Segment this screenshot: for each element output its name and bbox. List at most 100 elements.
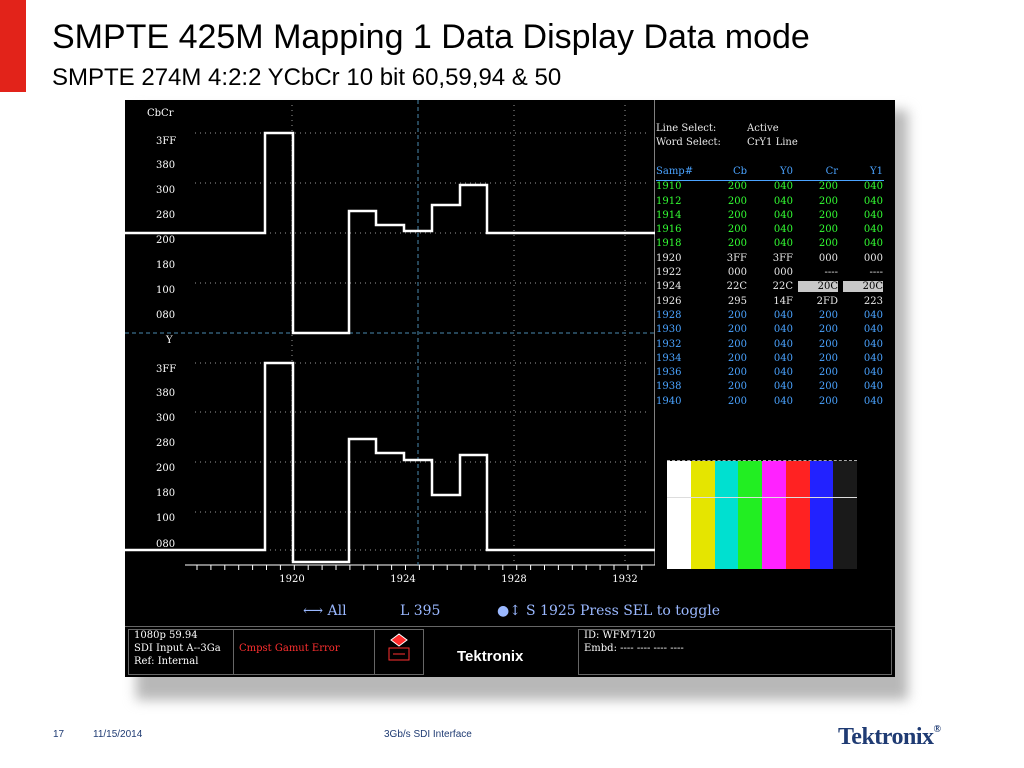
table-row: 1914 200 040 200 040: [656, 210, 884, 224]
table-cell-cb: 200: [727, 238, 747, 250]
table-cell-y0: 040: [773, 181, 793, 193]
table-header: Samp# Cb Y0 Cr Y1: [656, 166, 884, 182]
table-row: 1918 200 040 200 040: [656, 238, 884, 252]
sample-table: Samp# Cb Y0 Cr Y1 1910 200 040 200 040 1912 20…: [656, 166, 884, 410]
knob-icon[interactable]: ●↕: [497, 603, 521, 619]
table-cell-cb: 200: [727, 395, 747, 407]
table-cell-samp: 1926: [656, 295, 682, 307]
table-cell-y0: 040: [773, 209, 793, 221]
table-cell-cr: 200: [818, 338, 838, 350]
instrument-id: ID: WFM7120: [584, 630, 656, 641]
table-cell-y1: 040: [863, 352, 883, 364]
cbcr-trace: [125, 131, 655, 335]
table-row: 1930 200 040 200 040: [656, 324, 884, 338]
sample-number: S 1925: [526, 603, 576, 619]
table-row: 1940 200 040 200 040: [656, 396, 884, 410]
table-row: 1922 000 000 ---- ----: [656, 267, 884, 281]
table-cell-cb: 200: [727, 338, 747, 350]
press-sel-hint: Press SEL to toggle: [580, 603, 721, 619]
table-cell-cr: ----: [824, 267, 838, 279]
instrument-brand: Tektronix: [457, 648, 524, 665]
table-cell-y0: 040: [773, 367, 793, 379]
table-row: 1924 22C 22C 20C 20C: [656, 281, 884, 295]
table-cell-y1: 040: [863, 367, 883, 379]
cbcr-tick: 080: [156, 310, 175, 321]
cbcr-tick: 280: [156, 210, 175, 221]
table-cell-samp: 1932: [656, 338, 682, 350]
table-cell-samp: 1930: [656, 324, 682, 336]
x-tick: 1928: [501, 574, 526, 585]
table-cell-cr: 200: [818, 195, 838, 207]
table-cell-samp: 1928: [656, 309, 682, 321]
table-cell-samp: 1934: [656, 352, 682, 364]
table-cell-cb: 200: [727, 352, 747, 364]
table-cell-y1: 040: [863, 324, 883, 336]
table-cell-y1: 20C: [843, 281, 883, 293]
table-cell-y1: 040: [863, 238, 883, 250]
table-cell-samp: 1938: [656, 381, 682, 393]
table-cell-cb: 295: [727, 295, 747, 307]
cbcr-tick: 380: [156, 160, 175, 171]
table-cell-cr: 200: [818, 381, 838, 393]
x-minor-ticks: [196, 565, 643, 570]
y-tick: 180: [156, 488, 175, 499]
table-row: 1936 200 040 200 040: [656, 367, 884, 381]
table-cell-samp: 1924: [656, 281, 682, 293]
signal-format-cell: 1080p 59.94 SDI Input A--3Ga Ref: Intern…: [128, 629, 234, 675]
all-indicator[interactable]: ⟷ All: [303, 603, 347, 619]
table-cell-y0: 040: [773, 338, 793, 350]
footer-title: 3Gb/s SDI Interface: [384, 729, 472, 740]
table-cell-y0: 3FF: [772, 252, 793, 264]
alarm-icon: [388, 633, 410, 661]
table-cell-cr: 200: [818, 181, 838, 193]
table-cell-samp: 1922: [656, 267, 682, 279]
table-row: 1938 200 040 200 040: [656, 381, 884, 395]
table-cell-samp: 1936: [656, 367, 682, 379]
table-cell-cb: 200: [727, 324, 747, 336]
line-number: L 395: [400, 603, 441, 619]
error-cell: Cmpst Gamut Error: [233, 629, 375, 675]
table-cell-cr: 2FD: [816, 295, 838, 307]
id-cell: ID: WFM7120 Embd: ---- ---- ---- ----: [578, 629, 892, 675]
logo-text: Tektronix: [838, 724, 934, 750]
table-cell-cr: 200: [818, 309, 838, 321]
table-cell-cb: 22C: [726, 281, 747, 293]
table-row: 1912 200 040 200 040: [656, 196, 884, 210]
table-cell-cb: 200: [727, 367, 747, 379]
table-row: 1926 295 14F 2FD 223: [656, 296, 884, 310]
y-axis-label: Y: [165, 335, 173, 346]
table-cell-cr: 200: [818, 395, 838, 407]
reference: Ref: Internal: [134, 656, 199, 667]
slide-accent-bar: [0, 0, 26, 92]
table-cell-cb: 200: [727, 224, 747, 236]
y-tick: 080: [156, 539, 175, 550]
line-select-value: Active: [747, 123, 779, 134]
table-cell-y1: 040: [863, 395, 883, 407]
table-cell-y0: 040: [773, 238, 793, 250]
cbcr-tick: 200: [156, 235, 175, 246]
col-cr: Cr: [825, 166, 838, 177]
color-bar: [809, 461, 834, 569]
table-row: 1920 3FF 3FF 000 000: [656, 253, 884, 267]
x-tick-labels: 1920 1924 1928 1932: [279, 574, 637, 585]
gamut-error: Cmpst Gamut Error: [239, 643, 340, 654]
alarm-cell: [374, 629, 424, 675]
color-bar: [762, 461, 786, 569]
y-tick: 3FF: [156, 364, 176, 375]
table-cell-cr: 200: [818, 352, 838, 364]
table-cell-samp: 1914: [656, 209, 682, 221]
y-tick: 280: [156, 438, 175, 449]
table-cell-samp: 1918: [656, 238, 682, 250]
table-cell-y0: 22C: [772, 281, 793, 293]
embedded-audio: Embd: ---- ---- ---- ----: [584, 643, 684, 654]
table-cell-cb: 200: [727, 195, 747, 207]
waveform-display: CbCr Y 3FF 380 300 280 200 180 100 080 3…: [125, 100, 655, 585]
all-label: All: [327, 603, 347, 619]
table-cell-y1: 040: [863, 224, 883, 236]
x-tick: 1924: [390, 574, 415, 585]
table-cell-y1: 040: [863, 338, 883, 350]
table-cell-y0: 040: [773, 224, 793, 236]
cbcr-axis-label: CbCr: [147, 108, 174, 119]
col-y1: Y1: [870, 166, 883, 177]
table-cell-y1: 040: [863, 309, 883, 321]
